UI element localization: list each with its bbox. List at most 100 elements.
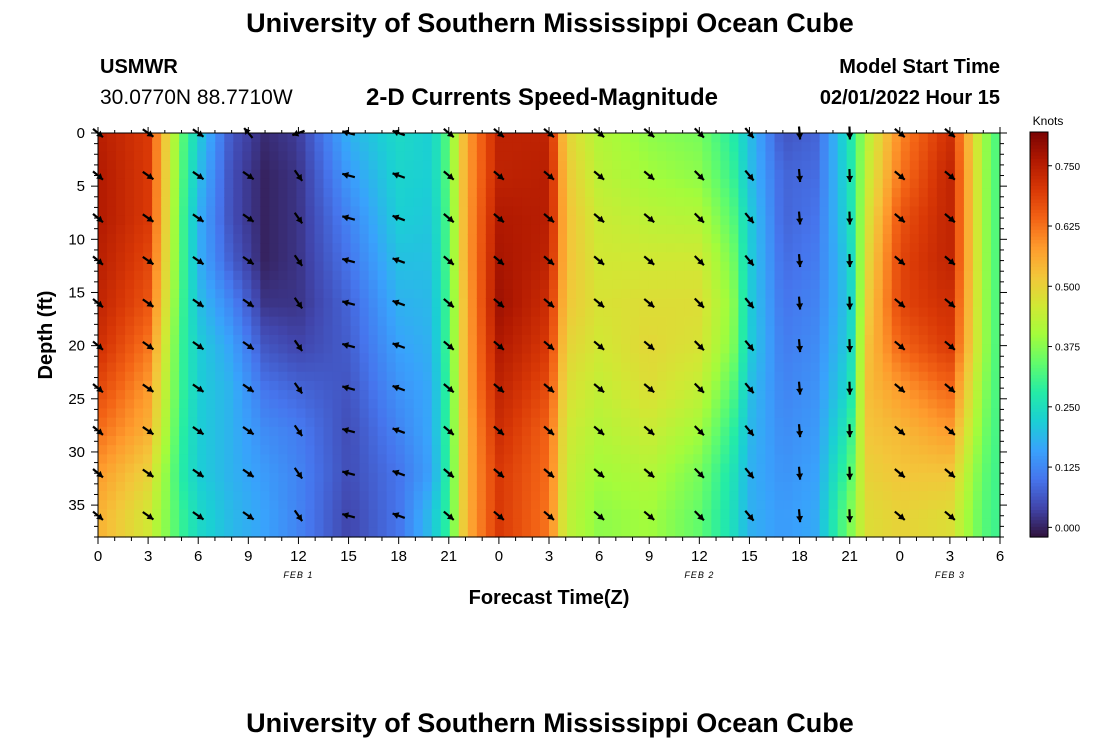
- heatmap-cell: [972, 151, 983, 162]
- heatmap-cell: [846, 243, 857, 253]
- heatmap-cell: [143, 500, 153, 511]
- heatmap-cell: [711, 307, 721, 318]
- heatmap-cell: [756, 436, 767, 446]
- heatmap-cell: [188, 509, 198, 520]
- heatmap-cell: [458, 481, 469, 492]
- heatmap-cell: [422, 491, 433, 501]
- heatmap-cell: [125, 197, 135, 208]
- heatmap-cell: [819, 454, 830, 465]
- heatmap-cell: [774, 279, 785, 290]
- heatmap-cell: [530, 500, 541, 511]
- arrow-head: [948, 173, 955, 180]
- heatmap-cell: [332, 151, 343, 162]
- heatmap-cell: [368, 463, 379, 474]
- heatmap-cell: [539, 307, 550, 318]
- heatmap-cell: [341, 316, 352, 327]
- heatmap-cell: [125, 206, 135, 217]
- heatmap-cell: [549, 380, 559, 391]
- heatmap-cell: [837, 472, 848, 483]
- heatmap-cell: [873, 408, 884, 419]
- heatmap-cell: [792, 481, 803, 492]
- heatmap-cell: [530, 188, 541, 198]
- heatmap-cell: [233, 234, 243, 244]
- heatmap-cell: [170, 371, 180, 382]
- heatmap-cell: [494, 362, 505, 373]
- heatmap-cell: [738, 133, 749, 143]
- heatmap-cell: [539, 224, 550, 235]
- heatmap-cell: [567, 151, 577, 162]
- heatmap-cell: [215, 289, 225, 299]
- current-arrow: [643, 383, 655, 394]
- heatmap-cell: [693, 151, 703, 162]
- heatmap-cell: [224, 472, 234, 483]
- heatmap-cell: [810, 500, 821, 511]
- heatmap-cell: [837, 417, 848, 428]
- heatmap-cell: [206, 279, 216, 290]
- heatmap-cell: [873, 178, 884, 189]
- heatmap-cell: [467, 436, 478, 446]
- heatmap-cell: [341, 399, 352, 410]
- heatmap-cell: [233, 133, 243, 143]
- heatmap-cell: [576, 380, 586, 391]
- station-id: USMWR: [100, 56, 178, 78]
- heatmap-cell: [918, 390, 929, 400]
- heatmap-cell: [810, 362, 821, 373]
- heatmap-cell: [891, 160, 902, 171]
- heatmap-cell: [107, 142, 117, 152]
- heatmap-cell: [855, 160, 866, 171]
- heatmap-cell: [945, 335, 956, 345]
- heatmap-cell: [963, 344, 974, 354]
- heatmap-cell: [161, 178, 171, 189]
- heatmap-cell: [639, 436, 649, 446]
- heatmap-cell: [630, 169, 640, 180]
- heatmap-cell: [431, 518, 442, 529]
- heatmap-cell: [143, 252, 153, 263]
- heatmap-cell: [765, 518, 776, 529]
- heatmap-cell: [711, 316, 721, 327]
- heatmap-cell: [440, 472, 451, 483]
- heatmap-cell: [900, 215, 911, 226]
- heatmap-cell: [539, 197, 550, 208]
- heatmap-cell: [639, 289, 649, 299]
- heatmap-cell: [891, 261, 902, 272]
- heatmap-cell: [386, 215, 397, 226]
- arrow-head: [948, 258, 955, 265]
- heatmap-cell: [675, 316, 685, 327]
- heatmap-cell: [945, 445, 956, 455]
- heatmap-cell: [891, 325, 902, 336]
- heatmap-cell: [116, 206, 126, 217]
- heatmap-cell: [305, 509, 316, 520]
- heatmap-cell: [819, 252, 830, 263]
- heatmap-cell: [648, 436, 658, 446]
- heatmap-cell: [116, 509, 126, 520]
- heatmap-cell: [359, 344, 370, 354]
- heatmap-cell: [837, 215, 848, 226]
- heatmap-cell: [530, 509, 541, 520]
- heatmap-cell: [161, 500, 171, 511]
- heatmap-cell: [549, 133, 559, 143]
- heatmap-cell: [963, 261, 974, 272]
- heatmap-cell: [909, 279, 920, 290]
- heatmap-cell: [476, 481, 487, 492]
- heatmap-cell: [368, 188, 379, 198]
- arrow-head: [796, 515, 804, 523]
- heatmap-cell: [693, 289, 703, 299]
- current-arrow: [894, 298, 906, 309]
- heatmap-cell: [332, 408, 343, 419]
- heatmap-cell: [684, 298, 694, 309]
- heatmap-cell: [729, 160, 740, 171]
- heatmap-cell: [846, 188, 857, 198]
- heatmap-cell: [521, 454, 532, 465]
- heatmap-cell: [801, 261, 812, 272]
- heatmap-cell: [242, 197, 252, 208]
- heatmap-cell: [684, 316, 694, 327]
- heatmap-cell: [440, 133, 451, 143]
- heatmap-cell: [404, 261, 415, 272]
- arrow-head: [295, 471, 303, 479]
- heatmap-cell: [323, 380, 334, 391]
- heatmap-cell: [909, 224, 920, 235]
- heatmap-cell: [359, 133, 370, 143]
- heatmap-cell: [206, 353, 216, 364]
- heatmap-cell: [260, 518, 270, 529]
- heatmap-cell: [386, 472, 397, 483]
